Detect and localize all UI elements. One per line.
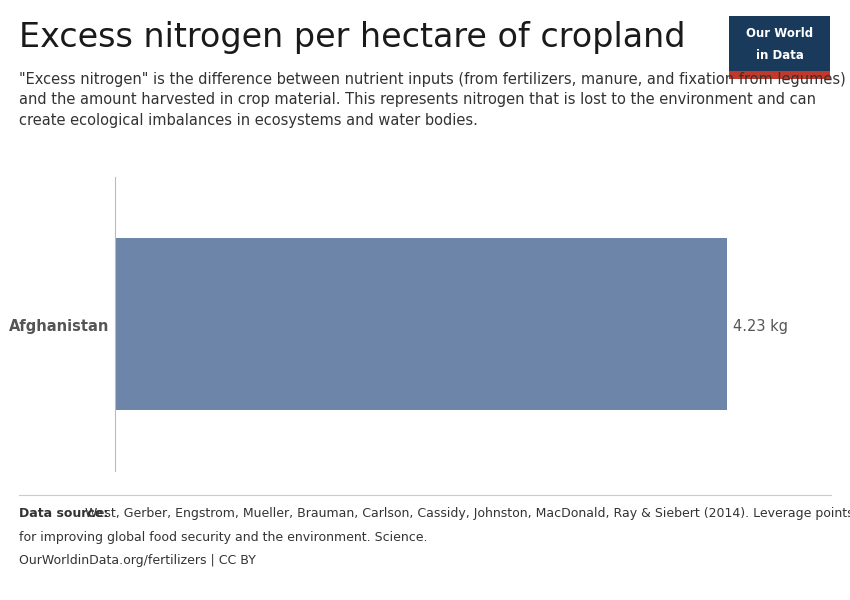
Text: Data source:: Data source:: [19, 507, 108, 520]
Text: in Data: in Data: [756, 49, 803, 62]
Bar: [729, 71, 830, 79]
Text: Afghanistan: Afghanistan: [8, 319, 109, 335]
Text: 4.23 kg: 4.23 kg: [733, 319, 788, 335]
Text: OurWorldinData.org/fertilizers | CC BY: OurWorldinData.org/fertilizers | CC BY: [19, 554, 256, 567]
Text: for improving global food security and the environment. Science.: for improving global food security and t…: [19, 531, 428, 544]
Text: "Excess nitrogen" is the difference between nutrient inputs (from fertilizers, m: "Excess nitrogen" is the difference betw…: [19, 72, 846, 128]
Bar: [115, 238, 727, 410]
Text: Excess nitrogen per hectare of cropland: Excess nitrogen per hectare of cropland: [19, 21, 685, 54]
Text: West, Gerber, Engstrom, Mueller, Brauman, Carlson, Cassidy, Johnston, MacDonald,: West, Gerber, Engstrom, Mueller, Brauman…: [81, 507, 850, 520]
Text: Our World: Our World: [746, 27, 813, 40]
